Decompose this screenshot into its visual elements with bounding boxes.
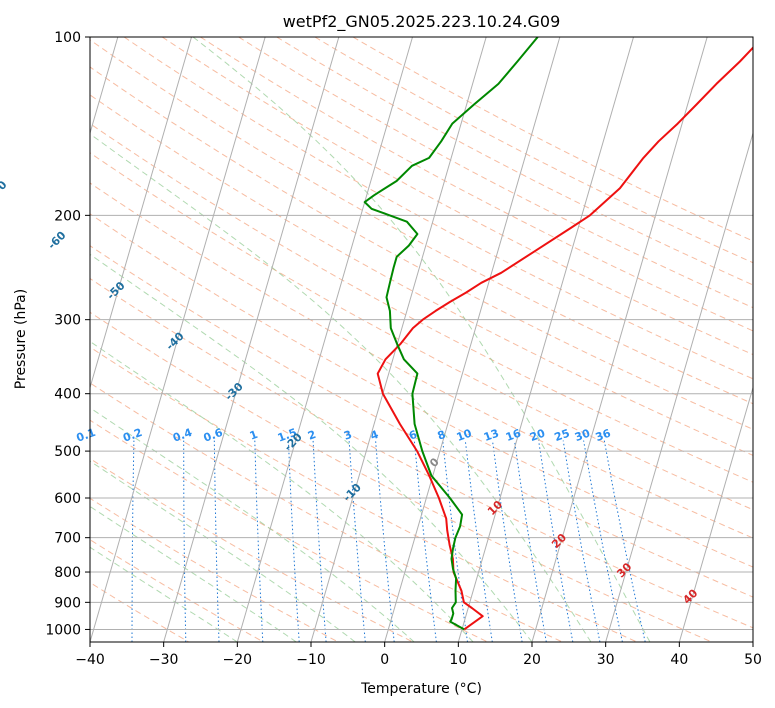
dry-adiabat-line (90, 39, 753, 405)
background-line-labels: 0.10.20.40.611.52346810131620253036-100-… (0, 178, 701, 607)
chart-title: wetPf2_GN05.2025.223.10.24.G09 (283, 12, 561, 32)
mixing-ratio-label: 2 (306, 428, 318, 443)
dry-adiabat-line (90, 182, 753, 539)
mixing-ratio-line (583, 440, 623, 642)
x-tick-label: 20 (523, 652, 541, 668)
profile-line (376, 46, 753, 631)
mixing-ratio-line (514, 440, 547, 642)
y-tick-label: 300 (54, 313, 81, 329)
mixing-ratio-label: 1 (248, 428, 260, 443)
mixing-ratio-label: 0.2 (121, 426, 144, 445)
mixing-ratio-line (413, 440, 437, 642)
moist-adiabat-line (90, 505, 297, 642)
profile-line (363, 37, 539, 631)
mixing-ratio-label: 6 (407, 428, 419, 443)
mixing-ratio-label: 13 (482, 427, 501, 444)
dry-adiabat-line (352, 37, 753, 242)
x-tick-label: −40 (75, 652, 105, 668)
y-tick-label: 900 (54, 595, 81, 611)
mixing-ratio-line (442, 440, 468, 642)
y-axis-label: Pressure (hPa) (13, 289, 29, 389)
x-axis-label: Temperature (°C) (360, 681, 482, 697)
mixing-ratio-label: 20 (528, 426, 547, 444)
isotherm-line (163, 37, 340, 642)
mixing-ratio-label: 8 (436, 428, 448, 443)
isotherm-line (90, 37, 266, 642)
grid-lines (90, 37, 753, 642)
y-tick-label: 100 (54, 30, 81, 46)
x-tick-label: −10 (296, 652, 326, 668)
x-tick-label: −30 (149, 652, 179, 668)
profile-lines (363, 37, 753, 631)
moist-adiabat-line (90, 460, 356, 642)
isotherm-line (310, 37, 487, 642)
isotherm-line (384, 37, 561, 642)
dry-adiabat-line (90, 94, 753, 456)
dry-adiabat-line (123, 37, 753, 380)
moist-adiabat-line (90, 340, 474, 642)
y-tick-label: 1000 (45, 622, 81, 638)
mixing-ratio-label: 10 (455, 426, 474, 444)
mixing-ratio-label: 1.5 (276, 426, 299, 445)
dry-adiabat-line (90, 457, 414, 642)
x-tick-label: 40 (670, 652, 688, 668)
isotherm-line (90, 37, 192, 390)
isotherm-label: -70 (0, 178, 10, 201)
isotherm-line (605, 131, 753, 642)
mixing-ratio-label: 25 (553, 427, 572, 444)
mixing-ratio-line (562, 440, 601, 642)
x-axis-ticks: −40 −30 −20 −10 0 10 20 30 40 50 (75, 642, 762, 668)
x-tick-label: 30 (597, 652, 615, 668)
mixing-ratio-label: 0.1 (75, 426, 98, 445)
isotherm-line (457, 37, 634, 642)
mixing-ratio-line (492, 440, 523, 642)
dry-adiabat-line (90, 66, 753, 430)
mixing-ratio-label: 36 (594, 426, 613, 444)
y-axis-ticks: 100 200 300 400 500 600 700 800 900 1000 (45, 30, 90, 638)
y-tick-label: 800 (54, 565, 81, 581)
dry-adiabat-line (90, 277, 753, 629)
mixing-ratio-line (603, 440, 646, 642)
dry-adiabat-line (90, 213, 753, 568)
moist-adiabat-line (90, 253, 533, 642)
dry-adiabat-line (90, 346, 638, 642)
dry-adiabat-line (276, 37, 753, 286)
y-tick-label: 700 (54, 531, 81, 547)
mixing-ratio-label: 0.6 (202, 426, 225, 445)
isotherm-line (678, 385, 753, 642)
mixing-ratio-label: 30 (573, 426, 592, 444)
dry-adiabat-line (200, 37, 753, 332)
y-tick-label: 200 (54, 208, 81, 224)
isotherm-line (531, 37, 708, 642)
dry-adiabat-line (90, 539, 264, 642)
y-tick-label: 600 (54, 491, 81, 507)
dry-adiabat-line (90, 245, 753, 598)
x-tick-label: 10 (449, 652, 467, 668)
dry-adiabat-line (90, 311, 712, 642)
x-tick-label: −20 (223, 652, 253, 668)
x-tick-label: 50 (744, 652, 762, 668)
thermodynamic-background-lines (90, 37, 753, 642)
y-tick-label: 500 (54, 444, 81, 460)
moist-adiabat-line (90, 133, 592, 642)
moist-adiabat-line (90, 407, 415, 642)
y-tick-label: 400 (54, 387, 81, 403)
dry-adiabat-line (90, 382, 563, 642)
x-tick-label: 0 (380, 652, 389, 668)
mixing-ratio-label: 16 (504, 426, 523, 444)
isotherm-line (236, 37, 413, 642)
mixing-ratio-line (464, 440, 493, 642)
plot-area-frame (89, 36, 754, 643)
dry-adiabat-line (90, 497, 339, 642)
mixing-ratio-label: 3 (342, 428, 354, 443)
mixing-ratio-label: 0.4 (171, 426, 194, 445)
dry-adiabat-line (161, 37, 753, 356)
dry-adiabat-line (90, 122, 753, 483)
mixing-ratio-label: 4 (369, 428, 381, 443)
